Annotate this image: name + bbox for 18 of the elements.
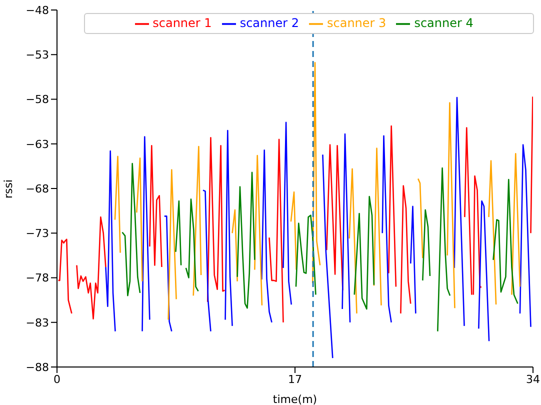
legend-label: scanner 1 [152,16,212,30]
x-tick-label: 34 [526,372,540,386]
y-axis-title: rssi [2,179,15,198]
legend-label: scanner 2 [240,16,299,30]
y-tick-label: −73 [26,227,49,240]
y-tick-label: −53 [26,48,49,62]
y-tick-label: −68 [26,182,49,196]
y-tick-label: −83 [26,316,49,330]
y-tick-label: −78 [26,272,49,285]
y-tick-label: −48 [26,4,49,17]
y-tick-label: −58 [26,93,49,106]
x-axis-title: time(m) [272,393,318,405]
legend-label: scanner 3 [327,16,386,30]
legend-label: scanner 4 [414,16,474,30]
y-tick-label: −88 [26,360,49,374]
x-tick-label: 17 [288,372,302,386]
x-tick-label: 0 [54,372,60,386]
y-tick-label: −63 [26,138,49,151]
